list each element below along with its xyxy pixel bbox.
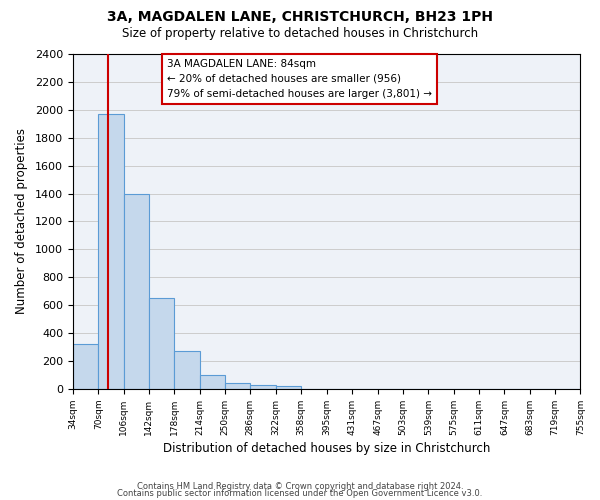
Bar bbox=[98, 114, 124, 389]
Text: Contains public sector information licensed under the Open Government Licence v3: Contains public sector information licen… bbox=[118, 490, 482, 498]
Bar bbox=[73, 344, 98, 389]
Bar bbox=[124, 194, 149, 389]
Y-axis label: Number of detached properties: Number of detached properties bbox=[15, 128, 28, 314]
Bar bbox=[225, 382, 250, 389]
Bar bbox=[149, 298, 174, 389]
Bar bbox=[275, 386, 301, 389]
Text: Contains HM Land Registry data © Crown copyright and database right 2024.: Contains HM Land Registry data © Crown c… bbox=[137, 482, 463, 491]
Bar bbox=[200, 375, 225, 389]
X-axis label: Distribution of detached houses by size in Christchurch: Distribution of detached houses by size … bbox=[163, 442, 490, 455]
Text: 3A, MAGDALEN LANE, CHRISTCHURCH, BH23 1PH: 3A, MAGDALEN LANE, CHRISTCHURCH, BH23 1P… bbox=[107, 10, 493, 24]
Text: Size of property relative to detached houses in Christchurch: Size of property relative to detached ho… bbox=[122, 28, 478, 40]
Text: 3A MAGDALEN LANE: 84sqm
← 20% of detached houses are smaller (956)
79% of semi-d: 3A MAGDALEN LANE: 84sqm ← 20% of detache… bbox=[167, 59, 432, 98]
Bar bbox=[174, 352, 200, 389]
Bar bbox=[250, 386, 275, 389]
